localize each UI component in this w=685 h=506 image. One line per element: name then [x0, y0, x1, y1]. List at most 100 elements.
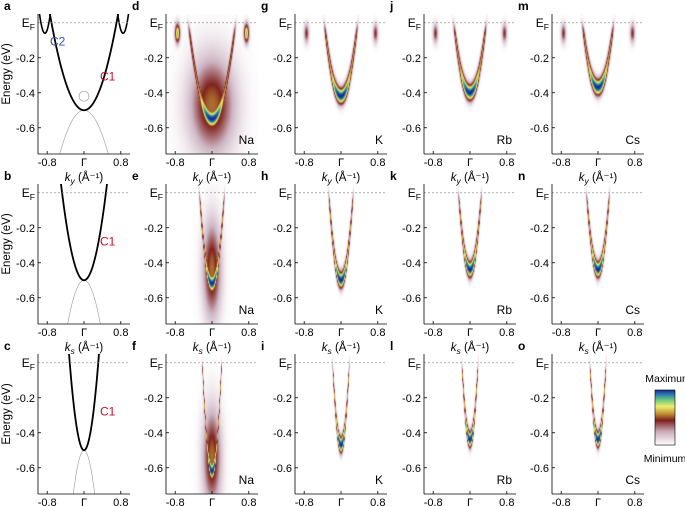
k-sub-g: y [327, 176, 333, 186]
heatmap-o [552, 354, 644, 494]
x-axis-label-g: ky (Å⁻¹) [322, 171, 361, 186]
y-axis-label-row-0: Energy (eV) [1, 43, 13, 105]
fermi-label-m: EF [536, 16, 549, 32]
heatmap-g [295, 14, 387, 154]
fermi-label-o: EF [536, 356, 549, 372]
x-axis-label-n: ks (Å⁻¹) [579, 341, 618, 356]
y-tick-label-j-1: -0.4 [402, 88, 421, 100]
y-tick-label-h-0: -0.6 [273, 293, 292, 305]
fermi-label-n: EF [536, 186, 549, 202]
heatmap-j [424, 14, 516, 154]
x-tick-label-k-2: 0.8 [499, 327, 514, 339]
heatmap-d [166, 14, 258, 154]
fermi-label-b: EF [22, 186, 35, 202]
panel-label-j: j [389, 0, 393, 13]
x-tick-label-d-0: -0.8 [166, 157, 185, 169]
k-unit-d: (Å⁻¹) [203, 171, 232, 184]
element-label-o: Cs [625, 473, 640, 487]
heatmap-n [552, 184, 644, 324]
y-tick-label-k-2: -0.2 [402, 223, 421, 235]
element-label-f: Na [239, 473, 255, 487]
x-tick-label-m-1: Γ [595, 157, 601, 169]
y-tick-label-b-0: -0.6 [16, 293, 35, 305]
fermi-label-c: EF [22, 356, 35, 372]
x-tick-label-e-1: Γ [209, 327, 215, 339]
y-tick-label-b-2: -0.2 [16, 223, 35, 235]
y-tick-label-h-2: -0.2 [273, 223, 292, 235]
x-axis-label-a: ky (Å⁻¹) [65, 171, 104, 186]
y-tick-label-i-0: -0.6 [273, 463, 292, 475]
x-tick-label-n-0: -0.8 [552, 327, 571, 339]
y-tick-label-a-2: -0.2 [16, 53, 35, 65]
k-sub-k: s [457, 346, 462, 356]
fermi-label-sub-l: F [416, 362, 421, 372]
y-tick-label-g-2: -0.2 [273, 53, 292, 65]
k-unit-a: (Å⁻¹) [75, 171, 104, 184]
element-label-l: Rb [497, 473, 513, 487]
c1-label-b: C1 [100, 234, 116, 248]
y-tick-label-e-2: -0.2 [144, 223, 163, 235]
k-unit-m: (Å⁻¹) [589, 171, 618, 184]
y-axis-label-row-1: Energy (eV) [1, 213, 13, 275]
k-unit-b: (Å⁻¹) [75, 341, 104, 354]
fermi-label-d: EF [150, 16, 163, 32]
c1-label-c: C1 [100, 404, 116, 418]
panel-label-d: d [132, 0, 139, 13]
y-tick-label-k-1: -0.4 [402, 258, 421, 270]
fermi-label-l: EF [408, 356, 421, 372]
panel-label-k: k [390, 169, 397, 183]
x-tick-label-j-2: 0.8 [499, 157, 514, 169]
k-sub-m: y [584, 176, 590, 186]
y-tick-label-a-1: -0.4 [16, 88, 35, 100]
x-tick-label-o-2: 0.8 [627, 497, 642, 506]
k-sub-e: s [199, 346, 204, 356]
fermi-label-sub-c: F [30, 362, 35, 372]
x-axis-label-e: ks (Å⁻¹) [193, 341, 232, 356]
x-tick-label-i-0: -0.8 [295, 497, 314, 506]
x-axis-label-m: ky (Å⁻¹) [579, 171, 618, 186]
x-tick-label-m-0: -0.8 [552, 157, 571, 169]
heatmap-f [166, 354, 258, 494]
y-tick-label-n-1: -0.4 [530, 258, 549, 270]
k-unit-n: (Å⁻¹) [589, 341, 618, 354]
c1-lower-line-a [59, 109, 109, 154]
k-unit-g: (Å⁻¹) [332, 171, 361, 184]
x-tick-label-k-0: -0.8 [424, 327, 443, 339]
y-tick-label-a-0: -0.6 [16, 123, 35, 135]
c2-label: C2 [50, 35, 66, 49]
x-tick-label-b-2: 0.8 [113, 327, 128, 339]
element-label-m: Cs [625, 133, 640, 147]
y-tick-label-l-0: -0.6 [402, 463, 421, 475]
k-sub-h: s [328, 346, 333, 356]
heatmap-e [166, 184, 258, 324]
colorbar-max-label: Maximum [645, 373, 685, 385]
y-tick-label-i-2: -0.2 [273, 393, 292, 405]
element-label-g: K [375, 133, 383, 147]
colorbar: Maximum Minimum [644, 373, 685, 465]
k-sub-a: y [70, 176, 76, 186]
y-tick-label-f-2: -0.2 [144, 393, 163, 405]
x-tick-label-o-0: -0.8 [552, 497, 571, 506]
k-unit-k: (Å⁻¹) [461, 341, 490, 354]
colorbar-bar [654, 389, 676, 446]
c1-band-a [48, 14, 120, 112]
fermi-label-sub-d: F [158, 22, 163, 32]
x-tick-label-f-0: -0.8 [166, 497, 185, 506]
fermi-label-sub-m: F [544, 22, 549, 32]
x-tick-label-l-1: Γ [467, 497, 473, 506]
k-symbol-b: k [65, 342, 72, 354]
x-tick-label-b-0: -0.8 [38, 327, 57, 339]
fermi-label-sub-a: F [30, 22, 35, 32]
element-label-k: Rb [497, 303, 513, 317]
k-symbol-g: k [322, 172, 329, 184]
y-tick-label-c-0: -0.6 [16, 463, 35, 475]
y-tick-label-d-2: -0.2 [144, 53, 163, 65]
c1-label-a: C1 [100, 70, 116, 84]
x-tick-label-a-0: -0.8 [38, 157, 57, 169]
fermi-label-sub-h: F [287, 192, 292, 202]
fermi-label-a: EF [22, 16, 35, 32]
k-unit-j: (Å⁻¹) [461, 171, 490, 184]
x-tick-label-h-0: -0.8 [295, 327, 314, 339]
fermi-label-e: EF [150, 186, 163, 202]
x-tick-label-o-1: Γ [595, 497, 601, 506]
